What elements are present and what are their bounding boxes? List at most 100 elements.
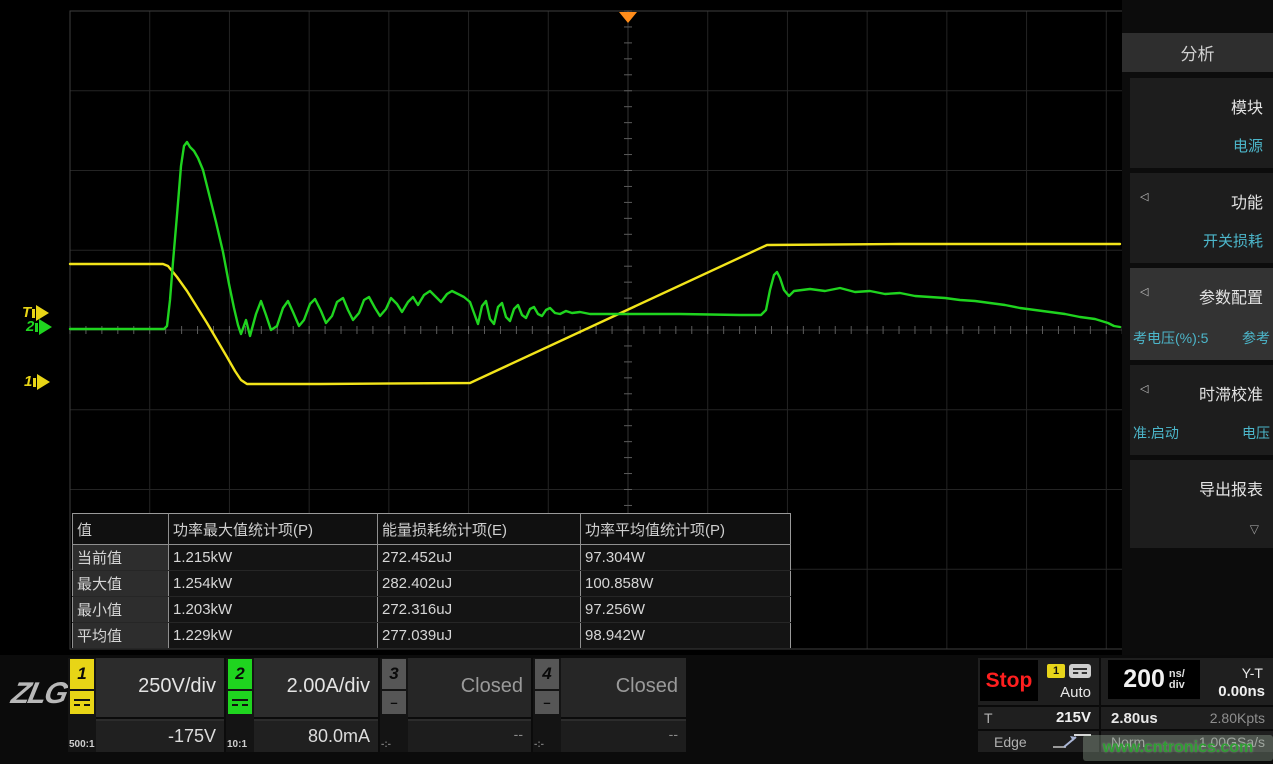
rising-edge-icon [1051, 732, 1093, 756]
acquisition-row: Norm 1.00GSa/s [1101, 729, 1273, 753]
channel-readout: 250V/div -175V [96, 658, 224, 752]
trigger-coupling-icon [1069, 664, 1091, 678]
table-row: 最大值 1.254kW 282.402uJ 100.858W [72, 570, 791, 597]
table-cell: 277.039uJ [377, 622, 581, 649]
trigger-type-label: Edge [994, 734, 1027, 750]
deskew-value-left: 准:启动 [1133, 425, 1179, 441]
channel-4-box[interactable]: 4 – -:- Closed -- [533, 658, 686, 752]
display-mode-label: Y-T [1241, 665, 1263, 681]
channel-offset: -- [408, 721, 531, 752]
channel1-position-marker[interactable]: 1 [24, 374, 51, 390]
table-cell: 272.452uJ [377, 544, 581, 571]
record-points: 2.80Kpts [1209, 710, 1265, 726]
waveform-ch1 [68, 242, 1122, 386]
menu-item-module[interactable]: 模块 电源 [1130, 78, 1273, 168]
probe-ratio-label: -:- [534, 739, 544, 750]
menu-item-function[interactable]: ◁ 功能 开关损耗 [1130, 173, 1273, 263]
coupling-icon: – [382, 691, 406, 714]
channel-offset: -- [561, 721, 686, 752]
trigger-source-badge: 1 [1047, 664, 1065, 678]
table-cell: 97.304W [580, 544, 791, 571]
channel-scale: Closed [561, 658, 686, 719]
trigger-position-marker[interactable] [619, 12, 637, 23]
probe-ratio-label: 10:1 [227, 739, 248, 750]
menu-item-value: 考电压(%):5 参考 [1130, 328, 1273, 348]
channel-2-box[interactable]: 2 10:1 2.00A/div 80.0mA [226, 658, 378, 752]
coupling-icon: – [535, 691, 559, 714]
table-cell: 1.229kW [168, 622, 378, 649]
trigger-level-marker[interactable]: T [22, 304, 50, 321]
probe-ratio-label: 500:1 [69, 739, 95, 750]
run-state-label: Stop [985, 668, 1033, 692]
menu-item-deskew-calibration[interactable]: ◁ 时滞校准 准:启动 电压 [1130, 365, 1273, 455]
param-value-right: 参考 [1242, 330, 1270, 346]
trigger-level-prefix: T [984, 710, 993, 726]
table-cell: 100.858W [580, 570, 791, 597]
menu-item-value: 电源 [1232, 138, 1263, 155]
channel-badges: 1 500:1 [68, 658, 96, 752]
channel-number-badge: 4 [535, 659, 559, 689]
channel-readout: Closed -- [408, 658, 531, 752]
deskew-value-right: 电压 [1242, 425, 1270, 441]
trigger-delay-value: 0.00ns [1218, 683, 1265, 700]
trigger-type-row: Edge [978, 729, 1099, 753]
menu-item-title: ◁ 功能 [1140, 191, 1263, 212]
table-header-cell: 值 [72, 513, 169, 545]
channel-number-badge: 1 [70, 659, 94, 689]
table-header-cell: 功率平均值统计项(P) [580, 513, 791, 545]
coupling-icon [70, 691, 94, 714]
channel-1-box[interactable]: 1 500:1 250V/div -175V [68, 658, 224, 752]
channel-offset: 80.0mA [254, 721, 378, 752]
menu-item-export-report[interactable]: 导出报表 ▽ [1130, 460, 1273, 548]
menu-item-title: 模块 [1230, 100, 1263, 117]
timebase-scale-box: 200 ns/ div [1108, 660, 1200, 699]
record-row: 2.80us 2.80Kpts [1101, 705, 1273, 729]
menu-item-parameter-config[interactable]: ◁ 参数配置 考电压(%):5 参考 [1130, 268, 1273, 360]
trigger-level-value: 215V [1055, 709, 1091, 726]
coupling-icon [228, 691, 252, 714]
right-arrow-icon [36, 305, 50, 321]
trigger-level-row: T 215V [978, 705, 1099, 729]
collapse-left-icon[interactable]: ◁ [1140, 286, 1149, 298]
collapse-left-icon[interactable]: ◁ [1140, 191, 1149, 203]
menu-title: 分析 [1180, 45, 1215, 64]
table-cell: 1.203kW [168, 596, 378, 623]
channel-scale: 250V/div [96, 658, 224, 719]
table-header-cell: 功率最大值统计项(P) [168, 513, 378, 545]
table-header-cell: 能量损耗统计项(E) [377, 513, 581, 545]
table-cell: 97.256W [580, 596, 791, 623]
trigger-level-marker-label: T [22, 304, 32, 321]
trigger-status-panel[interactable]: Stop 1 Auto T 215V Edge [978, 658, 1099, 752]
channel-offset: -175V [96, 721, 224, 752]
right-arrow-icon [39, 319, 53, 335]
channel-badges: 3 – -:- [380, 658, 408, 752]
marker-stem [35, 322, 39, 332]
analysis-menu: 分析 模块 电源 ◁ 功能 开关损耗 ◁ 参数配置 考电压(%):5 参考 [1122, 0, 1273, 655]
dropdown-icon[interactable]: ▽ [1249, 522, 1259, 536]
timebase-panel[interactable]: 200 ns/ div Y-T 0.00ns 2.80us 2.80Kpts N… [1101, 658, 1273, 752]
param-value-left: 考电压(%):5 [1133, 330, 1209, 346]
status-bar: ZLG® 1 500:1 250V/div -175V 2 10:1 2.00A… [0, 655, 1273, 764]
marker-stem [33, 377, 37, 387]
table-row-label: 最小值 [72, 596, 169, 623]
channel2-position-marker[interactable]: 2 [26, 318, 53, 335]
menu-item-title: 导出报表 [1198, 482, 1263, 499]
table-row: 平均值 1.229kW 277.039uJ 98.942W [72, 622, 791, 649]
measurement-table: 值功率最大值统计项(P) 能量损耗统计项(E) 功率平均值统计项(P) 当前值 1.21… [72, 513, 791, 649]
marker-stem [32, 308, 36, 318]
channel-number-badge: 3 [382, 659, 406, 689]
table-row-label: 当前值 [72, 544, 169, 571]
collapse-left-icon[interactable]: ◁ [1140, 383, 1149, 395]
table-cell: 272.316uJ [377, 596, 581, 623]
menu-item-title: ◁ 时滞校准 [1140, 383, 1263, 404]
run-state-indicator[interactable]: Stop [980, 660, 1038, 701]
channel-badges: 2 10:1 [226, 658, 254, 752]
channel-badges: 4 – -:- [533, 658, 561, 752]
acquisition-mode: Norm [1111, 734, 1146, 750]
channel-readout: 2.00A/div 80.0mA [254, 658, 378, 752]
table-cell: 1.254kW [168, 570, 378, 597]
channel2-marker-label: 2 [26, 318, 35, 335]
table-row-label: 最大值 [72, 570, 169, 597]
channel-3-box[interactable]: 3 – -:- Closed -- [380, 658, 531, 752]
